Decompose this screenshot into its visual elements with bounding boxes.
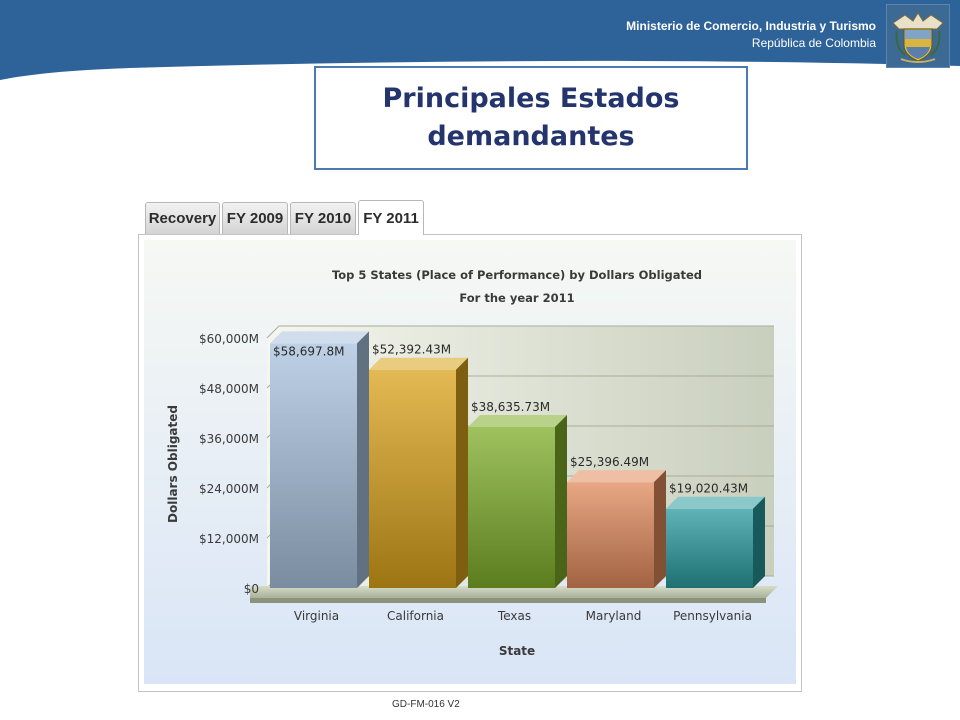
y-tick-label: $0 [244, 582, 259, 596]
bar-side [753, 496, 765, 588]
data-label: $38,635.73M [471, 400, 550, 414]
x-tick-label: Texas [497, 609, 531, 623]
chart-floor [250, 586, 778, 598]
x-tick-label: Maryland [586, 609, 642, 623]
bar-side [357, 331, 369, 588]
chart-floor-edge [250, 598, 766, 603]
chart-title: Top 5 States (Place of Performance) by D… [332, 268, 702, 282]
bar-pennsylvania [666, 508, 753, 588]
bar-chart: $0 $12,000M $24,000M $36,000M $48,000M $60,00… [144, 240, 796, 684]
bar-texas [468, 427, 555, 588]
chart-subtitle: For the year 2011 [459, 291, 574, 305]
bar-side [456, 357, 468, 588]
bar-virginia [270, 343, 357, 588]
data-label: $25,396.49M [570, 455, 649, 469]
y-tick-label: $60,000M [199, 332, 259, 346]
bar-top [270, 331, 369, 344]
country-name: República de Colombia [751, 36, 876, 50]
slide-title: Principales Estados demandantes [382, 83, 680, 152]
header-banner [0, 0, 960, 80]
ministry-info: Ministerio de Comercio, Industria y Turi… [626, 18, 876, 52]
footer-code: GD-FM-016 V2 [392, 699, 460, 710]
slide-title-box: Principales Estados demandantes [314, 66, 748, 170]
bar-top [666, 496, 765, 509]
tab-fy-2009[interactable]: FY 2009 [222, 202, 288, 234]
coat-of-arms-icon [886, 4, 950, 68]
x-tick-label: California [387, 609, 444, 623]
data-label: $19,020.43M [669, 482, 748, 496]
y-tick-label: $36,000M [199, 432, 259, 446]
x-axis-title: State [499, 644, 535, 658]
data-label: $52,392.43M [372, 343, 451, 357]
x-tick-label: Virginia [294, 609, 339, 623]
data-label: $58,697.8M [273, 344, 344, 358]
bar-maryland [567, 482, 654, 588]
ministry-name: Ministerio de Comercio, Industria y Turi… [626, 19, 876, 33]
bar-side [654, 470, 666, 588]
bar-top [567, 470, 666, 483]
tab-recovery[interactable]: Recovery [145, 202, 220, 234]
y-axis-title: Dollars Obligated [166, 405, 180, 523]
gridline [266, 325, 280, 339]
bar-top [468, 415, 567, 428]
y-tick-label: $24,000M [199, 482, 259, 496]
y-tick-label: $12,000M [199, 532, 259, 546]
bar-side [555, 415, 567, 588]
tab-fy-2011[interactable]: FY 2011 [358, 200, 424, 235]
bar-california [369, 369, 456, 588]
x-tick-label: Pennsylvania [673, 609, 752, 623]
y-tick-label: $48,000M [199, 382, 259, 396]
tab-fy-2010[interactable]: FY 2010 [290, 202, 356, 234]
bar-top [369, 357, 468, 370]
